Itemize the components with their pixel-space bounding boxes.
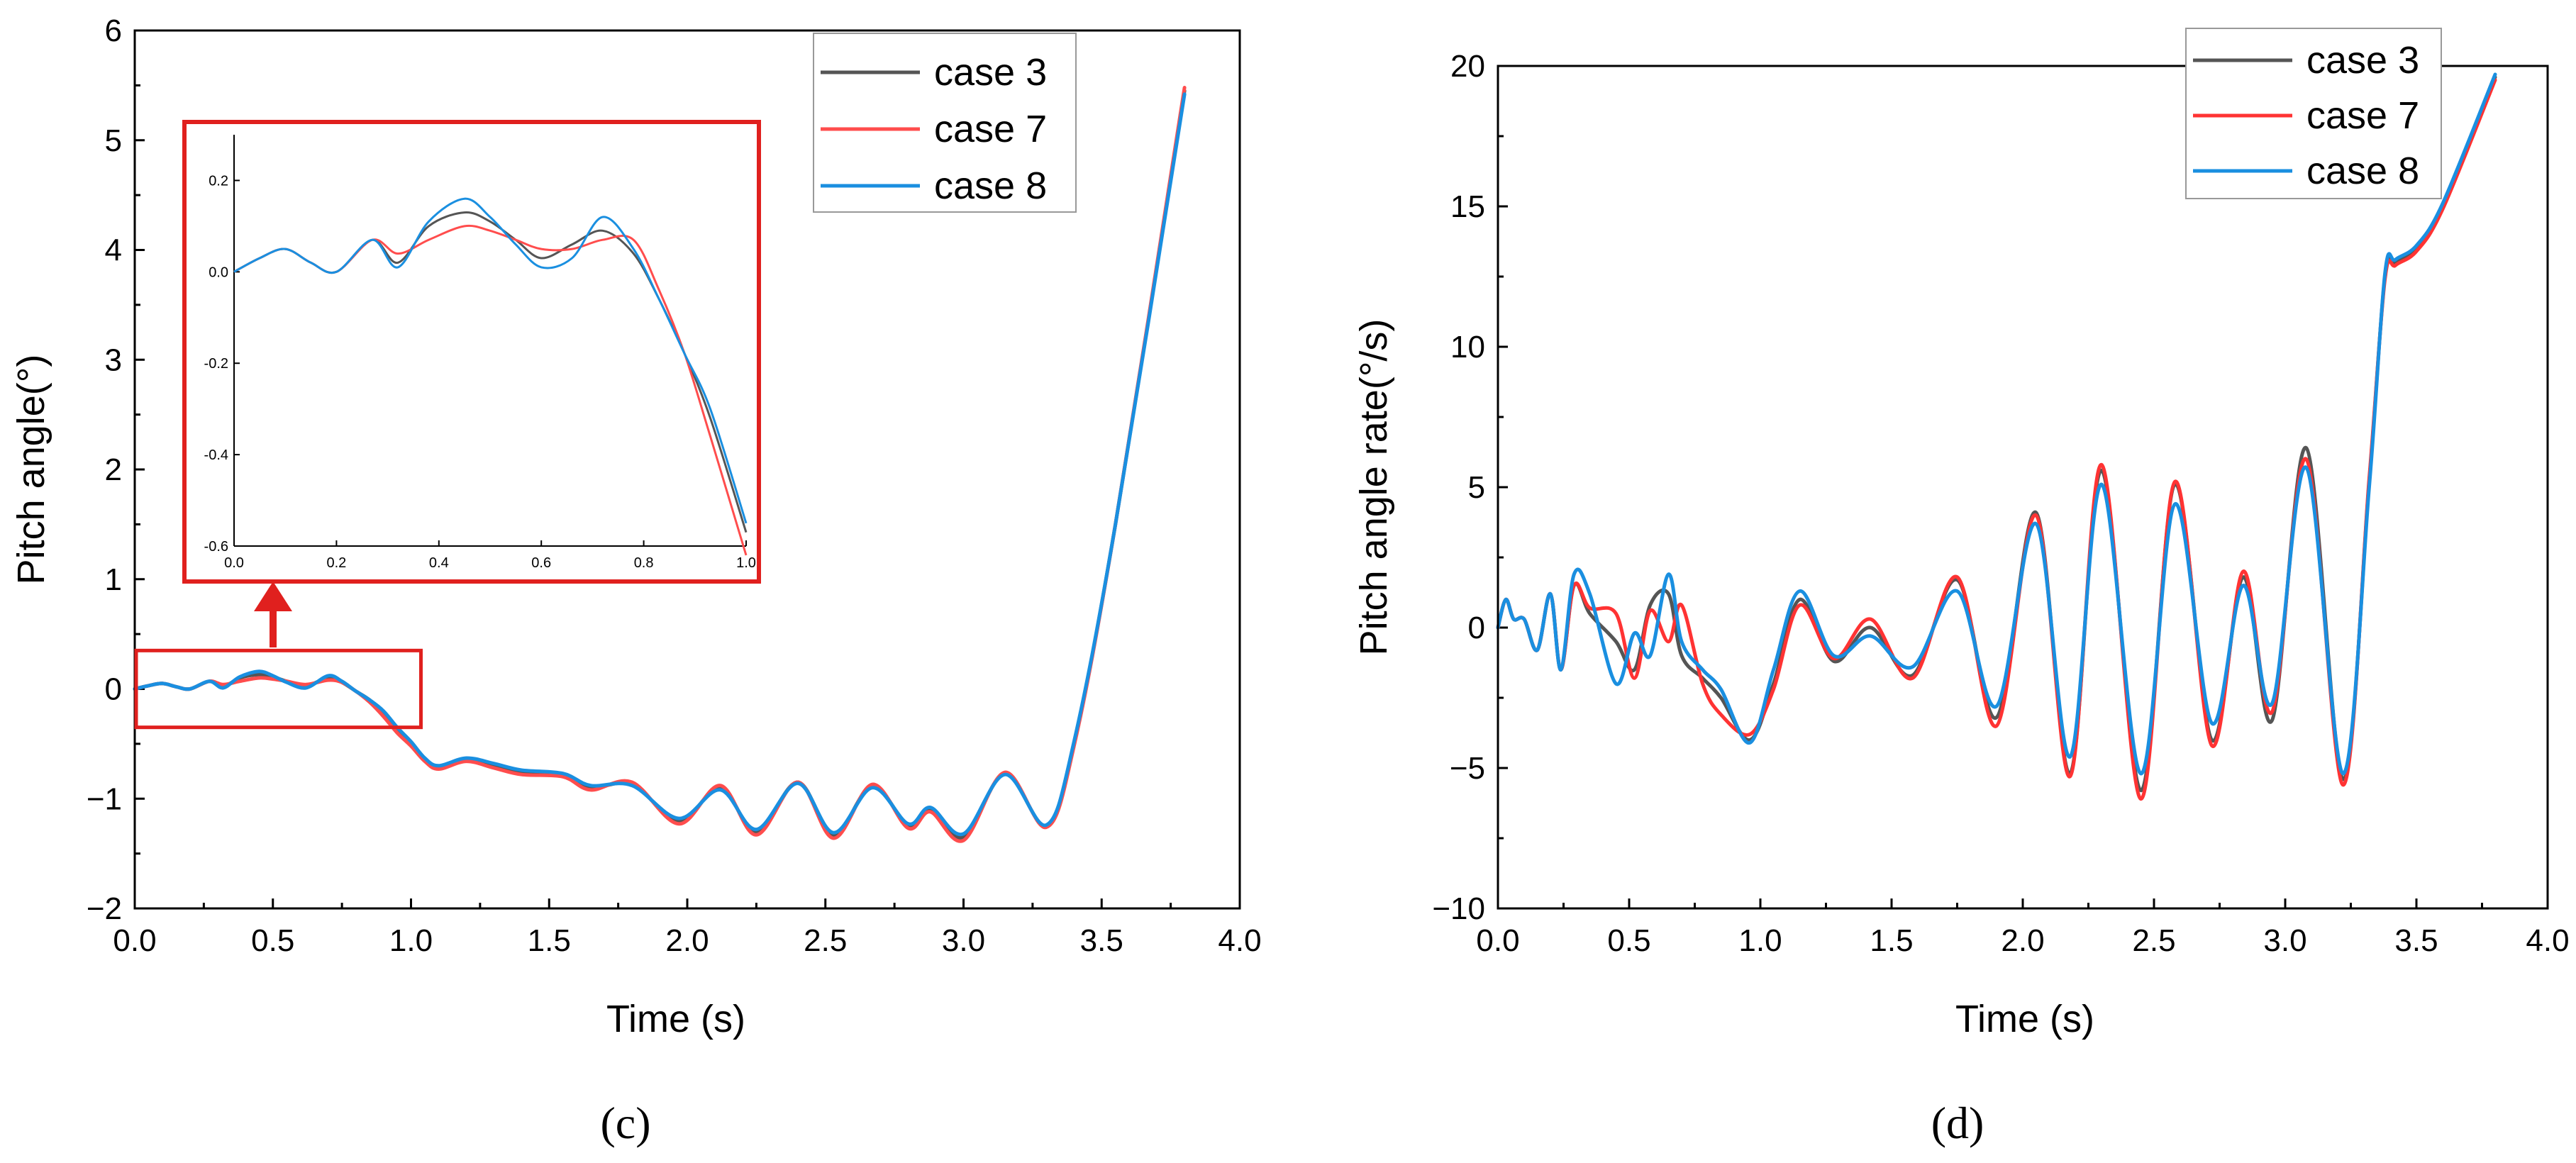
legend-label: case 3 — [934, 51, 1047, 94]
y-tick-label: 2 — [105, 452, 122, 487]
inset-border — [182, 120, 761, 584]
y-tick-label: 3 — [105, 343, 122, 377]
panel-label: (c) — [600, 1098, 650, 1148]
y-tick-label: 5 — [105, 123, 122, 158]
x-tick-label: 0.0 — [113, 923, 156, 958]
chart-panel-d: 0.0 0.5 1.0 1.5 2.0 2.5 3.0 3.5 4.0 −10 −5 0 5 10 15 2… — [1353, 28, 2570, 1148]
legend-label: case 8 — [934, 165, 1047, 207]
panel-label: (d) — [1931, 1098, 1984, 1148]
zoom-arrow-head — [254, 582, 292, 611]
x-axis-title: Time (s) — [1955, 998, 2094, 1040]
series-line-case-8 — [133, 92, 1187, 837]
y-axis-title: Pitch angle rate(°/s) — [1353, 319, 1395, 656]
x-tick-label: 2.0 — [2001, 923, 2044, 958]
legend-label: case 7 — [2306, 94, 2419, 137]
y-tick-label: 10 — [1450, 330, 1485, 365]
plot-frame — [1497, 65, 2549, 910]
x-tick-label: 3.5 — [1080, 923, 1123, 958]
y-axis-title: Pitch angle(°) — [10, 355, 52, 585]
y-tick-label: −1 — [87, 781, 122, 816]
y-tick-label: −2 — [87, 891, 122, 926]
y-tick-label: 0 — [1468, 611, 1485, 645]
x-tick-label: 0.0 — [1476, 923, 1519, 958]
y-tick-label: 6 — [105, 13, 122, 48]
legend: case 3 case 7 case 8 — [2185, 28, 2442, 199]
y-tick-label: −5 — [1450, 751, 1485, 786]
legend-label: case 3 — [2306, 39, 2419, 82]
y-tick-label: 1 — [105, 562, 122, 597]
x-tick-label: 1.0 — [1738, 923, 1782, 958]
y-tick-label: −10 — [1432, 891, 1485, 926]
series-line-case-8 — [1496, 72, 2497, 776]
x-tick-label: 4.0 — [2526, 923, 2569, 958]
y-tick-label: 5 — [1468, 470, 1485, 505]
x-tick-label: 0.5 — [1607, 923, 1650, 958]
inset-x-tick-label: 1.0 — [736, 555, 756, 571]
legend-label: case 8 — [2306, 150, 2419, 192]
inset-series-line-case-8 — [233, 197, 748, 524]
y-tick-label: 0 — [105, 672, 122, 707]
legend: case 3 case 7 case 8 — [813, 33, 1077, 213]
inset-x-tick-label: 0.6 — [531, 555, 551, 571]
x-tick-label: 4.0 — [1218, 923, 1261, 958]
inset-chart: 0.0 0.2 0.4 0.6 0.8 1.0 -0.6 -0.4 -0.2 0.0 0.2 — [182, 120, 761, 584]
x-tick-label: 3.0 — [2263, 923, 2306, 958]
x-tick-label: 3.5 — [2394, 923, 2438, 958]
inset-x-tick-label: 0.4 — [429, 555, 449, 571]
y-tick-label: 20 — [1450, 49, 1485, 84]
x-axis-title: Time (s) — [606, 998, 745, 1040]
inset-y-tick-label: -0.6 — [204, 539, 228, 555]
inset-x-tick-label: 0.8 — [634, 555, 654, 571]
inset-y-tick-label: 0.2 — [209, 173, 228, 189]
chart-panel-c: 0.0 0.5 1.0 1.5 2.0 2.5 3.0 3.5 4.0 −2−10123456 … — [10, 13, 1262, 1148]
inset-y-tick-label: -0.4 — [204, 447, 228, 463]
legend-box — [813, 33, 1077, 213]
x-tick-label: 2.0 — [665, 923, 709, 958]
x-tick-label: 2.5 — [804, 923, 847, 958]
inset-x-tick-label: 0.0 — [224, 555, 244, 571]
inset-x-tick-label: 0.2 — [326, 555, 346, 571]
x-tick-label: 3.0 — [942, 923, 985, 958]
legend-label: case 7 — [934, 108, 1047, 150]
x-tick-label: 0.5 — [251, 923, 294, 958]
x-tick-label: 1.5 — [1870, 923, 1913, 958]
inset-y-tick-label: 0.0 — [209, 265, 228, 280]
zoom-region-box — [134, 648, 423, 730]
y-tick-label: 15 — [1450, 189, 1485, 224]
y-tick-label: 4 — [105, 233, 122, 268]
x-tick-label: 1.5 — [528, 923, 571, 958]
x-tick-label: 1.0 — [389, 923, 433, 958]
x-tick-label: 2.5 — [2132, 923, 2175, 958]
inset-y-tick-label: -0.2 — [204, 356, 228, 372]
plot-frame — [133, 29, 1241, 910]
